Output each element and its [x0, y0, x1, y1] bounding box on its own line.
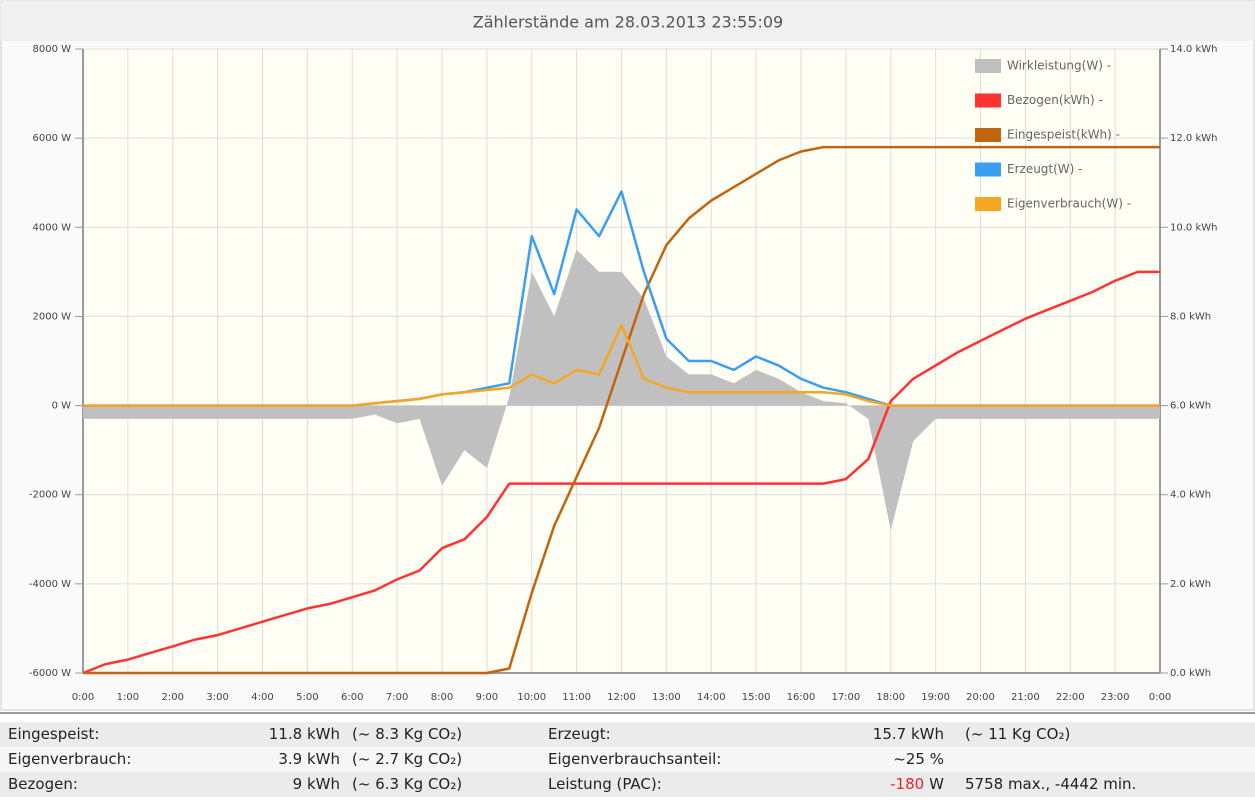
table-row: Eigenverbrauch: 3.9 kWh (~ 2.7 Kg CO₂) Eige… [0, 747, 1255, 772]
x-tick-label: 20:00 [966, 692, 995, 703]
table-cell: ~25 % [893, 750, 944, 768]
line [83, 145, 1160, 675]
y-tick-label: -2000 W [29, 490, 71, 501]
x-tick-label: 3:00 [206, 692, 228, 703]
legend-swatch [975, 93, 1001, 108]
legend-swatch [975, 128, 1001, 142]
y2-tick-label: 4.0 kWh [1170, 490, 1211, 501]
table-cell: -180 W [890, 772, 944, 797]
y2-tick-label: 2.0 kWh [1170, 579, 1211, 590]
x-tick-label: 18:00 [876, 692, 905, 703]
x-tick-label: 17:00 [831, 692, 860, 703]
legend-swatch [975, 59, 1001, 73]
x-tick-label: 7:00 [386, 692, 408, 703]
x-tick-label: 19:00 [921, 692, 950, 703]
line [82, 270, 1160, 675]
x-tick-label: 0:00 [1149, 692, 1171, 703]
table-cell: (~ 6.3 Kg CO₂) [352, 775, 463, 793]
unit: W [929, 775, 944, 793]
table-row: Eingespeist: 11.8 kWh (~ 8.3 Kg CO₂) Erzeug… [0, 722, 1255, 747]
x-tick-label: 4:00 [251, 692, 273, 703]
legend-label: Bezogen(kWh) - [1007, 93, 1103, 107]
table-cell: Eigenverbrauchsanteil: [548, 750, 722, 768]
x-tick-label: 16:00 [787, 692, 816, 703]
table-cell: 11.8 kWh [268, 725, 340, 743]
y2-tick-label: 0.0 kWh [1170, 668, 1211, 679]
x-tick-label: 21:00 [1011, 692, 1040, 703]
chart: Zählerstände am 28.03.2013 23:55:09 0:00… [0, 0, 1255, 711]
y-tick-label: 0 W [52, 401, 72, 412]
legend-label: Wirkleistung(W) - [1007, 59, 1111, 73]
x-tick-label: 14:00 [697, 692, 726, 703]
title-bar [1, 1, 1254, 41]
x-tick-label: 11:00 [562, 692, 591, 703]
value: -180 [890, 775, 925, 793]
x-tick-label: 0:00 [72, 692, 94, 703]
table-cell: 9 kWh [292, 775, 340, 793]
y-tick-label: -6000 W [29, 668, 71, 679]
table-cell: Erzeugt: [548, 725, 611, 743]
y-tick-label: -4000 W [29, 579, 71, 590]
legend-label: Eingespeist(kWh) - [1007, 128, 1120, 142]
table-cell: (~ 11 Kg CO₂) [965, 725, 1071, 743]
x-tick-label: 8:00 [431, 692, 453, 703]
y-tick-label: 2000 W [32, 311, 71, 322]
legend-swatch [975, 197, 1001, 211]
table-cell: Leistung (PAC): [548, 775, 662, 793]
legend-label: Eigenverbrauch(W) - [1007, 197, 1131, 211]
y2-tick-label: 12.0 kWh [1170, 133, 1217, 144]
line [83, 324, 1160, 407]
y2-tick-label: 10.0 kWh [1170, 222, 1217, 233]
legend-label: Erzeugt(W) - [1007, 162, 1083, 176]
y-tick-label: 8000 W [32, 44, 71, 55]
y-tick-label: 6000 W [32, 133, 71, 144]
y-tick-label: 4000 W [32, 222, 71, 233]
summary-table: Eingespeist: 11.8 kWh (~ 8.3 Kg CO₂) Erzeug… [0, 712, 1255, 809]
chart-title: Zählerstände am 28.03.2013 23:55:09 [473, 13, 783, 32]
x-tick-label: 6:00 [341, 692, 363, 703]
table-cell: Bezogen: [8, 775, 78, 793]
x-tick-label: 15:00 [742, 692, 771, 703]
y2-tick-label: 6.0 kWh [1170, 401, 1211, 412]
x-tick-label: 23:00 [1101, 692, 1130, 703]
table-cell: 15.7 kWh [872, 725, 944, 743]
x-tick-label: 2:00 [162, 692, 184, 703]
x-tick-label: 9:00 [476, 692, 498, 703]
table-cell: Eigenverbrauch: [8, 750, 132, 768]
legend-swatch [975, 162, 1001, 177]
x-tick-label: 5:00 [296, 692, 318, 703]
table-cell: 3.9 kWh [278, 750, 340, 768]
x-tick-label: 13:00 [652, 692, 681, 703]
x-tick-label: 10:00 [517, 692, 546, 703]
x-tick-label: 12:00 [607, 692, 636, 703]
area [83, 249, 1160, 531]
x-tick-label: 22:00 [1056, 692, 1085, 703]
table-cell: 5758 max., -4442 min. [965, 775, 1137, 793]
table-cell: (~ 8.3 Kg CO₂) [352, 725, 463, 743]
y2-tick-label: 8.0 kWh [1170, 311, 1211, 322]
x-tick-label: 1:00 [117, 692, 139, 703]
table-row: Bezogen: 9 kWh (~ 6.3 Kg CO₂) Leistung (PAC… [0, 772, 1255, 797]
table-cell: Eingespeist: [8, 725, 100, 743]
y2-tick-label: 14.0 kWh [1170, 44, 1217, 55]
table-cell: (~ 2.7 Kg CO₂) [352, 750, 463, 768]
